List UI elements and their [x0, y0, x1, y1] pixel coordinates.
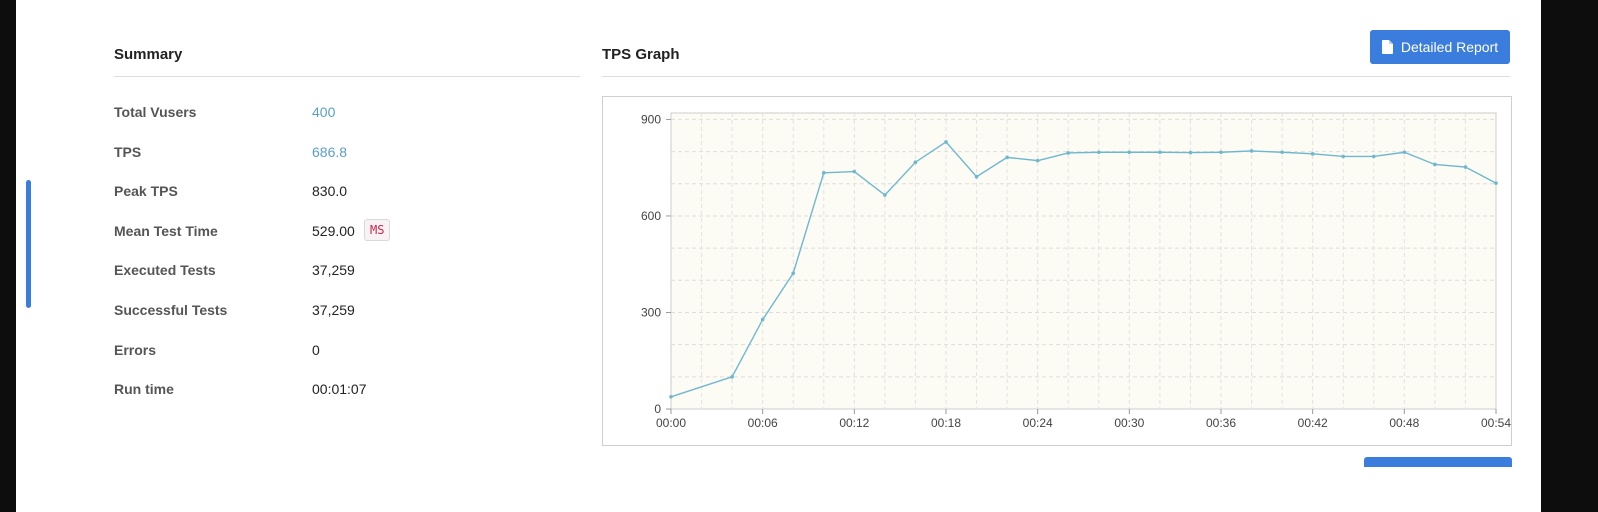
summary-row-value[interactable]: 400 — [312, 104, 336, 120]
tps-data-point — [1035, 158, 1040, 163]
summary-row-label: Successful Tests — [114, 302, 228, 318]
tps-data-point — [669, 394, 673, 399]
summary-row: TPS 686.8 — [114, 144, 574, 164]
y-tick-label: 0 — [654, 402, 661, 416]
tps-data-point — [1371, 154, 1376, 159]
x-tick-label: 00:36 — [1206, 416, 1236, 430]
summary-row: Successful Tests 37,259 — [114, 302, 574, 322]
tps-data-point — [1433, 162, 1437, 167]
tps-data-point — [1219, 150, 1223, 155]
summary-row-label: Run time — [114, 381, 174, 398]
summary-row-value: 529.00 — [312, 222, 355, 239]
tps-data-point — [852, 169, 857, 174]
summary-row-value: 37,259 — [312, 262, 355, 279]
tps-data-point — [1249, 149, 1254, 153]
summary-row: Peak TPS 830.0 — [114, 183, 574, 203]
x-tick-label: 00:30 — [1114, 416, 1144, 430]
detailed-report-label: Detailed Report — [1400, 39, 1499, 55]
x-tick-label: 00:18 — [931, 416, 961, 430]
x-tick-label: 00:24 — [1023, 416, 1053, 430]
y-tick-label: 300 — [641, 305, 661, 319]
file-icon — [1381, 40, 1393, 54]
tps-data-point — [1280, 150, 1284, 155]
plot-area — [670, 112, 1497, 410]
tps-data-point — [913, 160, 918, 165]
tps-data-point — [1341, 154, 1346, 159]
summary-title: Summary — [114, 46, 183, 63]
x-tick-label: 00:06 — [748, 416, 778, 430]
summary-row-label: TPS — [114, 143, 142, 160]
tps-data-point — [821, 171, 826, 175]
x-tick-label: 00:54 — [1481, 416, 1511, 430]
tps-data-point — [883, 193, 887, 197]
summary-row: Errors 0 — [114, 342, 574, 362]
tps-chart: 0 300 600 900 00:00 00:06 00:12 00:18 00:24 00:30… — [602, 96, 1512, 446]
summary-row-value: 0 — [312, 341, 320, 358]
summary-divider — [114, 76, 580, 77]
tps-data-point — [1402, 150, 1407, 155]
tps-data-point — [1310, 152, 1315, 156]
x-tick-label: 00:00 — [656, 416, 686, 430]
summary-row: Total Vusers 400 — [114, 104, 574, 124]
tps-data-point — [1127, 150, 1132, 155]
tps-data-point — [791, 271, 796, 276]
summary-row-label: Errors — [114, 341, 157, 358]
detailed-report-button[interactable]: Detailed Report — [1370, 30, 1510, 64]
y-tick-label: 900 — [641, 112, 661, 126]
x-tick-label: 00:12 — [839, 416, 869, 430]
tps-data-point — [944, 140, 948, 144]
summary-row: Mean Test Time 529.00 MS — [114, 218, 574, 243]
tps-data-point — [1096, 150, 1101, 155]
x-tick-label: 00:42 — [1298, 416, 1328, 430]
partial-button[interactable] — [1364, 457, 1512, 467]
tps-data-point — [974, 174, 979, 179]
unit-badge: MS — [364, 218, 391, 241]
summary-row-label: Executed Tests — [114, 262, 216, 279]
scroll-indicator[interactable] — [26, 180, 31, 308]
summary-row: Executed Tests 37,259 — [114, 262, 574, 282]
tps-data-point — [1066, 151, 1071, 155]
tps-data-point — [760, 317, 765, 322]
tps-chart-svg: 0 300 600 900 00:00 00:06 00:12 00:18 00:24 00:30… — [641, 112, 1511, 430]
x-tick-label: 00:48 — [1389, 416, 1419, 430]
summary-row-value: 00:01:07 — [312, 381, 367, 398]
tps-divider — [602, 76, 1510, 77]
tps-data-point — [1158, 150, 1162, 155]
tps-data-point — [730, 375, 734, 379]
summary-row-label: Mean Test Time — [114, 222, 218, 239]
tps-data-point — [1188, 150, 1193, 155]
tps-data-point — [1463, 165, 1468, 169]
summary-row-label: Peak TPS — [114, 183, 178, 200]
tps-graph-title: TPS Graph — [602, 46, 680, 63]
y-tick-label: 600 — [641, 209, 661, 223]
summary-row: Run time 00:01:07 — [114, 381, 574, 401]
summary-row-label: Total Vusers — [114, 104, 197, 120]
summary-row-value: 830.0 — [312, 183, 348, 200]
summary-row-value[interactable]: 686.8 — [312, 143, 348, 160]
tps-data-point — [1005, 155, 1009, 160]
tps-data-point — [1494, 181, 1498, 185]
summary-row-value: 37,259 — [312, 302, 355, 318]
